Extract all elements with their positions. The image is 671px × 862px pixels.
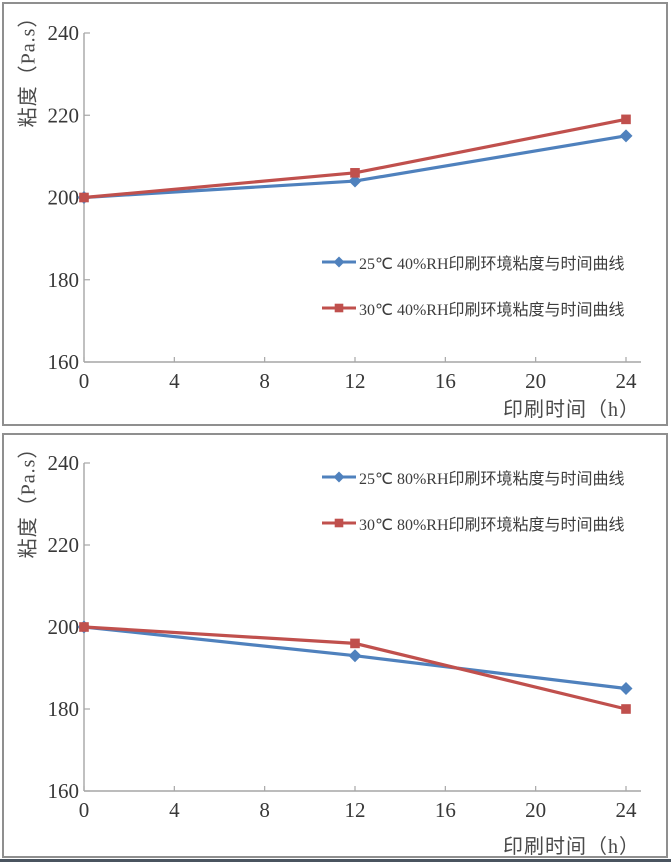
x-axis-tick-label: 0 (79, 798, 90, 822)
x-axis-tick-label: 4 (169, 798, 180, 822)
legend-marker-diamond (322, 256, 356, 268)
legend-marker-diamond (322, 471, 356, 483)
x-axis-tick-label: 16 (435, 369, 456, 393)
legend: 25℃ 80%RH印刷环境粘度与时间曲线 30℃ 80%RH印刷环境粘度与时间曲线 (322, 467, 625, 559)
legend-marker-square (322, 303, 356, 313)
x-axis-tick-label: 8 (259, 369, 270, 393)
y-axis-tick-label: 200 (48, 615, 80, 639)
legend-marker-glyph (333, 256, 345, 268)
chart-panel-40rh: 160 180 200 220 240 0 4 8 12 16 20 24 粘度（Pa.s） 印刷时间… (2, 2, 668, 426)
y-axis-tick-label: 160 (48, 350, 80, 374)
data-point-marker (348, 649, 362, 663)
legend-entry: 30℃ 80%RH印刷环境粘度与时间曲线 (322, 513, 625, 534)
series-line (82, 134, 628, 200)
y-axis-tick-label: 160 (48, 779, 80, 803)
x-axis-tick-label: 0 (79, 369, 90, 393)
legend-marker-glyph (334, 518, 344, 528)
chart-panel-80rh: 160 180 200 220 240 0 4 8 12 16 20 24 粘度（Pa.s） 印刷时间… (2, 433, 668, 858)
chart-plot-80rh: 160 180 200 220 240 0 4 8 12 16 20 24 (48, 451, 641, 822)
x-axis-tick-label: 12 (345, 369, 366, 393)
legend-label: 25℃ 40%RH印刷环境粘度与时间曲线 (359, 256, 625, 273)
x-axis-label: 印刷时间（h） (503, 399, 640, 421)
y-axis-label: 粘度（Pa.s） (17, 437, 40, 559)
data-point-marker (79, 622, 89, 632)
x-axis-tick-label: 16 (435, 798, 456, 822)
legend-label: 30℃ 80%RH印刷环境粘度与时间曲线 (359, 517, 625, 534)
y-axis-label: 粘度（Pa.s） (17, 6, 40, 128)
data-point-marker (621, 114, 631, 125)
y-axis-tick-label: 180 (48, 697, 80, 721)
x-axis-tick-label: 20 (525, 798, 546, 822)
legend: 25℃ 40%RH印刷环境粘度与时间曲线 30℃ 40%RH印刷环境粘度与时间曲线 (322, 252, 625, 344)
x-axis-tick-label: 4 (169, 369, 180, 393)
data-point-marker (350, 168, 360, 178)
data-point-marker (348, 174, 362, 188)
y-axis-tick-label: 240 (48, 451, 80, 475)
y-axis-tick-label: 220 (48, 103, 80, 127)
x-axis-label: 印刷时间（h） (503, 836, 640, 858)
data-point-marker (79, 192, 89, 203)
page-bottom-edge (0, 859, 671, 862)
y-axis-tick-label: 220 (48, 533, 80, 557)
x-axis-tick-label: 12 (345, 798, 366, 822)
data-point-marker (350, 638, 360, 649)
y-axis-tick-label: 180 (48, 268, 80, 292)
legend-entry: 30℃ 40%RH印刷环境粘度与时间曲线 (322, 298, 625, 319)
chart-plot-40rh: 160 180 200 220 240 0 4 8 12 16 20 24 (48, 21, 641, 393)
legend-label: 30℃ 40%RH印刷环境粘度与时间曲线 (359, 302, 625, 319)
legend-marker-square (322, 518, 356, 528)
data-point-marker (619, 682, 633, 695)
x-axis-tick-label: 20 (525, 369, 546, 393)
x-axis-tick-label: 24 (616, 798, 638, 822)
legend-marker-glyph (333, 471, 345, 483)
legend-entry: 25℃ 80%RH印刷环境粘度与时间曲线 (322, 467, 625, 488)
legend-entry: 25℃ 40%RH印刷环境粘度与时间曲线 (322, 252, 625, 273)
y-axis-tick-label: 200 (48, 186, 80, 210)
x-axis-tick-label: 24 (616, 369, 638, 393)
legend-marker-glyph (334, 303, 344, 313)
x-axis-tick-label: 8 (259, 798, 270, 822)
data-point-marker (621, 704, 631, 714)
y-axis-tick-label: 240 (48, 21, 80, 45)
legend-label: 25℃ 80%RH印刷环境粘度与时间曲线 (359, 471, 625, 488)
data-point-marker (619, 129, 633, 143)
